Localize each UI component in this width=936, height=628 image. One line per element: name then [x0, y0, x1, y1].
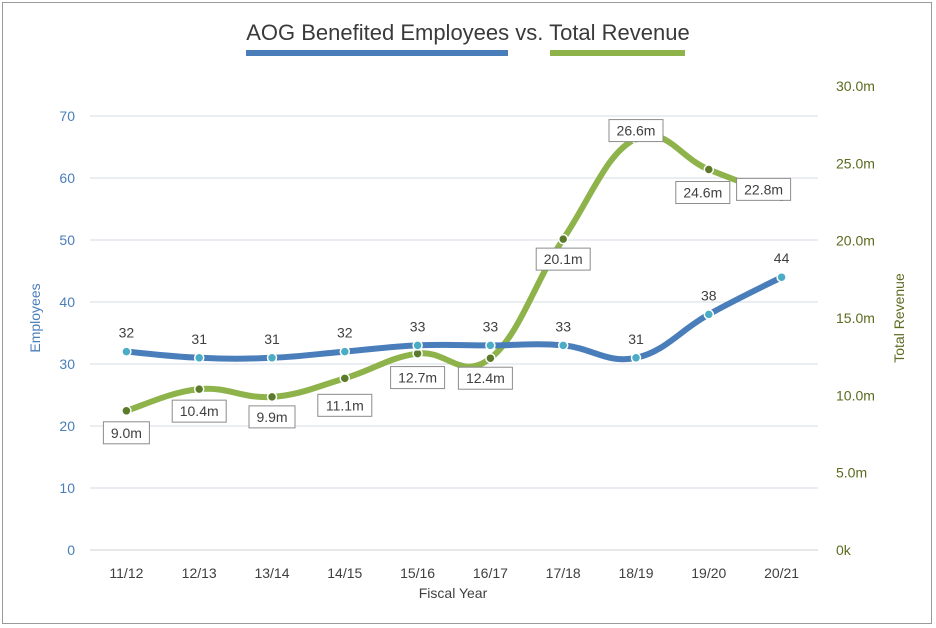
revenue-data-label: 12.4m — [466, 370, 505, 386]
employees-point — [703, 309, 715, 320]
revenue-label-box — [248, 405, 296, 429]
revenue-label-box — [608, 119, 664, 143]
x-tick-label: 20/21 — [764, 565, 799, 581]
employees-point — [193, 352, 205, 364]
employees-point — [266, 352, 278, 364]
employees-data-label: 33 — [410, 318, 426, 334]
revenue-label-box — [171, 399, 227, 423]
employees-data-label: 31 — [264, 331, 280, 347]
y-tick-label-left: 20 — [59, 418, 75, 434]
y-tick-label-right: 20.0m — [836, 233, 875, 249]
revenue-label-box — [535, 247, 591, 271]
revenue-point — [266, 391, 278, 403]
x-tick-label: 19/20 — [691, 565, 726, 581]
revenue-data-label: 24.6m — [683, 185, 722, 201]
y-tick-label-right: 30.0m — [836, 78, 875, 94]
right-axis-ticks: 0k 5.0m 10.0m 15.0m 20.0m 25.0m 30.0m — [836, 78, 875, 558]
x-tick-label: 14/15 — [327, 565, 362, 581]
revenue-data-label: 20.1m — [544, 251, 583, 267]
employees-data-label: 44 — [774, 250, 790, 266]
revenue-point — [485, 352, 496, 364]
revenue-data-label: 11.1m — [326, 397, 364, 413]
y-tick-label-left: 70 — [59, 108, 75, 124]
x-axis-label: Fiscal Year — [419, 585, 488, 601]
employees-point — [121, 346, 132, 357]
legend-swatch-revenue — [550, 50, 685, 56]
revenue-data-label: 9.9m — [256, 409, 287, 425]
employees-point — [776, 271, 787, 283]
revenue-point — [339, 373, 351, 384]
employees-point — [557, 340, 569, 351]
employees-data-label: 31 — [628, 331, 644, 347]
revenue-label-box — [736, 177, 792, 201]
x-tick-label: 11/12 — [109, 565, 143, 581]
employees-data-label: 32 — [337, 325, 353, 341]
y-tick-label-right: 10.0m — [836, 387, 875, 403]
revenue-data-label: 22.8m — [744, 181, 783, 197]
employees-data-label: 31 — [191, 331, 207, 347]
y-tick-label-right: 15.0m — [836, 310, 875, 326]
x-tick-label: 17/18 — [546, 565, 581, 581]
left-axis-ticks: 0 10 20 30 40 50 60 70 — [59, 108, 75, 558]
revenue-point — [703, 164, 715, 175]
revenue-label-box — [457, 366, 513, 390]
revenue-data-label: 9.0m — [111, 425, 142, 441]
revenue-point — [121, 405, 132, 417]
revenue-point — [193, 383, 205, 395]
employees-line — [123, 274, 785, 363]
revenue-point — [557, 233, 569, 245]
chart-title: AOG Benefited Employees vs. Total Revenu… — [246, 20, 690, 45]
revenue-data-label: 26.6m — [617, 123, 656, 139]
x-tick-label: 15/16 — [400, 565, 435, 581]
employees-data-label: 33 — [555, 318, 571, 334]
data-labels: 32 31 31 32 33 33 33 31 38 44 9.0m 10.4m 9.9m 11.1m 12… — [102, 119, 792, 445]
legend-swatch-employees — [246, 50, 508, 56]
revenue-label-box — [102, 421, 150, 445]
revenue-data-label: 12.7m — [398, 370, 437, 386]
x-axis-ticks: 11/12 12/13 13/14 14/15 15/16 16/17 17/18 18/19… — [109, 565, 799, 581]
employees-data-label: 38 — [701, 287, 717, 303]
x-tick-label: 18/19 — [618, 565, 653, 581]
employees-point — [485, 340, 496, 351]
revenue-label-box — [675, 181, 731, 205]
y-tick-label-right: 25.0m — [836, 155, 875, 171]
employees-point — [339, 346, 351, 357]
revenue-line — [123, 132, 785, 414]
x-tick-label: 12/13 — [182, 565, 217, 581]
series-layer — [121, 132, 787, 417]
y-tick-label-right: 0k — [836, 542, 852, 558]
revenue-label-box — [317, 393, 373, 417]
x-tick-label: 16/17 — [473, 565, 508, 581]
gridlines — [90, 115, 818, 551]
y-tick-label-left: 30 — [59, 356, 75, 372]
y-tick-label-left: 10 — [59, 480, 75, 496]
x-tick-label: 13/14 — [254, 565, 289, 581]
employees-point — [630, 352, 642, 364]
revenue-data-label: 10.4m — [180, 403, 219, 419]
y-axis-label-left: Employees — [27, 283, 43, 352]
y-axis-label-right: Total Revenue — [891, 273, 907, 363]
employees-data-label: 32 — [119, 325, 135, 341]
employees-data-label: 33 — [483, 318, 499, 334]
y-tick-label-left: 50 — [59, 232, 75, 248]
revenue-label-box — [390, 366, 446, 390]
y-tick-label-left: 60 — [59, 170, 75, 186]
y-tick-label-right: 5.0m — [836, 465, 867, 481]
y-tick-label-left: 40 — [59, 294, 75, 310]
employees-point — [412, 340, 423, 351]
y-tick-label-left: 0 — [67, 542, 75, 558]
